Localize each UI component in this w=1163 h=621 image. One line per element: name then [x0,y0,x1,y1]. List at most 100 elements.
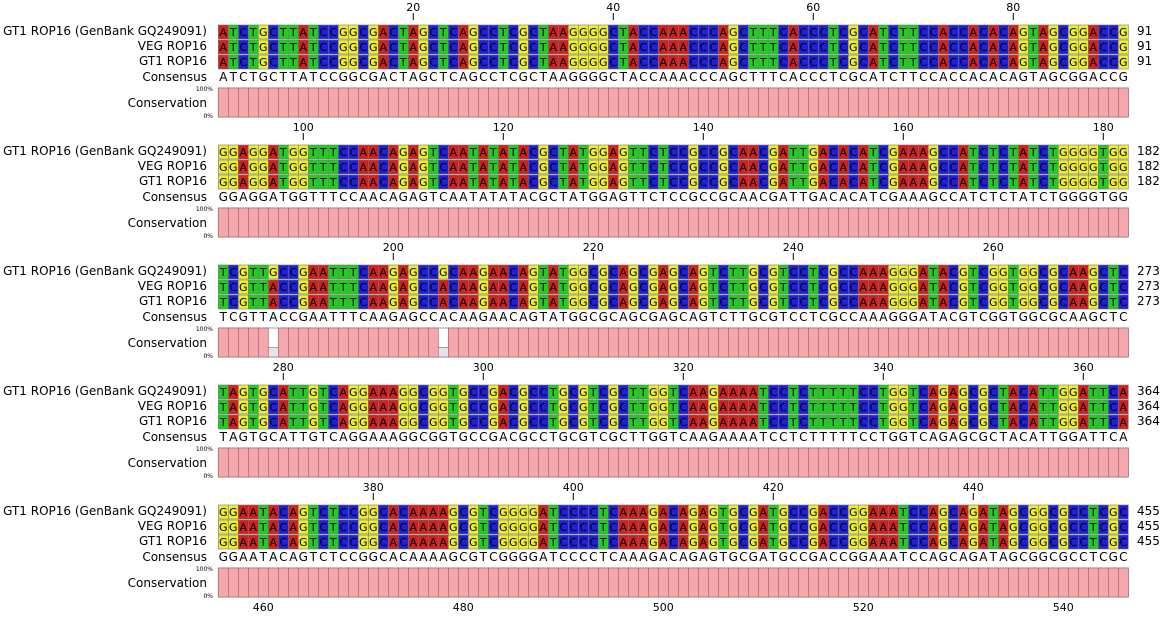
base-letter: G [429,386,438,399]
base-letter: T [999,386,1007,399]
consensus-base: A [429,550,438,564]
base-letter: T [579,146,587,159]
conservation-bar [507,87,519,118]
conservation-bar [787,567,799,598]
conservation-bar [427,327,439,358]
base-letter: T [629,146,637,159]
conservation-bar [867,447,879,478]
conservation-bar [847,447,859,478]
sequence-end-position: 273 [1137,294,1160,308]
base-letter: G [259,56,268,69]
base-letter: T [489,161,497,174]
consensus-base: A [979,550,988,564]
consensus-base: G [409,310,418,324]
consensus-base: T [219,430,228,444]
base-letter: G [889,161,898,174]
base-letter: C [579,506,587,519]
conservation-bar [487,567,499,598]
base-letter: C [569,521,577,534]
conservation-bar [967,327,979,358]
base-letter: T [429,176,437,189]
consensus-base: T [259,310,268,324]
base-letter: C [269,41,277,54]
base-letter: A [290,506,298,519]
base-letter: A [380,56,388,69]
base-letter: C [799,56,807,69]
base-letter: C [839,26,847,39]
base-letter: C [609,266,617,279]
base-letter: C [1049,506,1057,519]
conservation-bar [1068,87,1079,118]
base-letter: A [390,416,398,429]
conservation-bar [747,447,759,478]
consensus-base: C [1049,550,1057,564]
conservation-bar [477,447,489,478]
base-letter: T [229,56,237,69]
base-letter: T [779,266,787,279]
conservation-bar [1017,207,1029,238]
base-letter: T [559,176,567,189]
consensus-base: G [399,430,408,444]
base-letter: C [1019,506,1027,519]
base-letter: C [569,506,577,519]
consensus-base: T [999,430,1008,444]
base-letter: A [440,536,448,549]
base-letter: A [290,521,298,534]
base-letter: A [750,401,758,414]
base-letter: T [279,176,287,189]
conservation-bar [527,87,539,118]
consensus-label: Consensus [142,70,207,84]
consensus-base: A [369,190,378,204]
base-letter: C [1079,536,1087,549]
base-letter: C [929,26,937,39]
conservation-bar [607,327,619,358]
consensus-base: G [699,310,708,324]
conservation-bar [487,207,499,238]
consensus-base: A [869,310,878,324]
conservation-bar [617,567,629,598]
consensus-base: G [469,70,478,84]
base-letter: G [569,26,578,39]
conservation-bar [367,567,379,598]
base-cell [1118,54,1129,70]
consensus-base: T [799,190,808,204]
base-letter: G [529,521,538,534]
base-letter: C [949,161,957,174]
consensus-base: G [809,550,818,564]
base-letter: T [549,416,557,429]
base-letter: G [589,146,598,159]
consensus-base: T [749,70,758,84]
consensus-base: T [249,430,258,444]
base-letter: G [619,146,628,159]
base-letter: G [289,161,298,174]
base-letter: G [399,146,408,159]
conservation-bar [447,327,459,358]
ruler-label: 320 [673,361,694,374]
base-letter: T [899,521,907,534]
base-letter: T [789,416,797,429]
conservation-bar [347,207,359,238]
base-letter: A [730,416,738,429]
base-letter: G [299,161,308,174]
conservation-bar [1058,207,1069,238]
base-letter: C [909,536,917,549]
base-letter: C [699,161,707,174]
base-letter: C [1119,536,1127,549]
conservation-bar [297,567,309,598]
base-letter: C [799,401,807,414]
base-letter: A [1020,176,1028,189]
base-letter: C [649,176,657,189]
consensus-label: Consensus [142,190,207,204]
base-letter: C [479,56,487,69]
consensus-base: C [1119,310,1127,324]
base-letter: C [849,266,857,279]
conservation-bar [577,87,589,118]
consensus-base: A [719,430,728,444]
conservation-bar [837,87,849,118]
base-letter: G [1039,536,1048,549]
conservation-bar [277,327,289,358]
base-letter: C [279,296,287,309]
base-letter: G [419,161,428,174]
conservation-bar [377,327,389,358]
